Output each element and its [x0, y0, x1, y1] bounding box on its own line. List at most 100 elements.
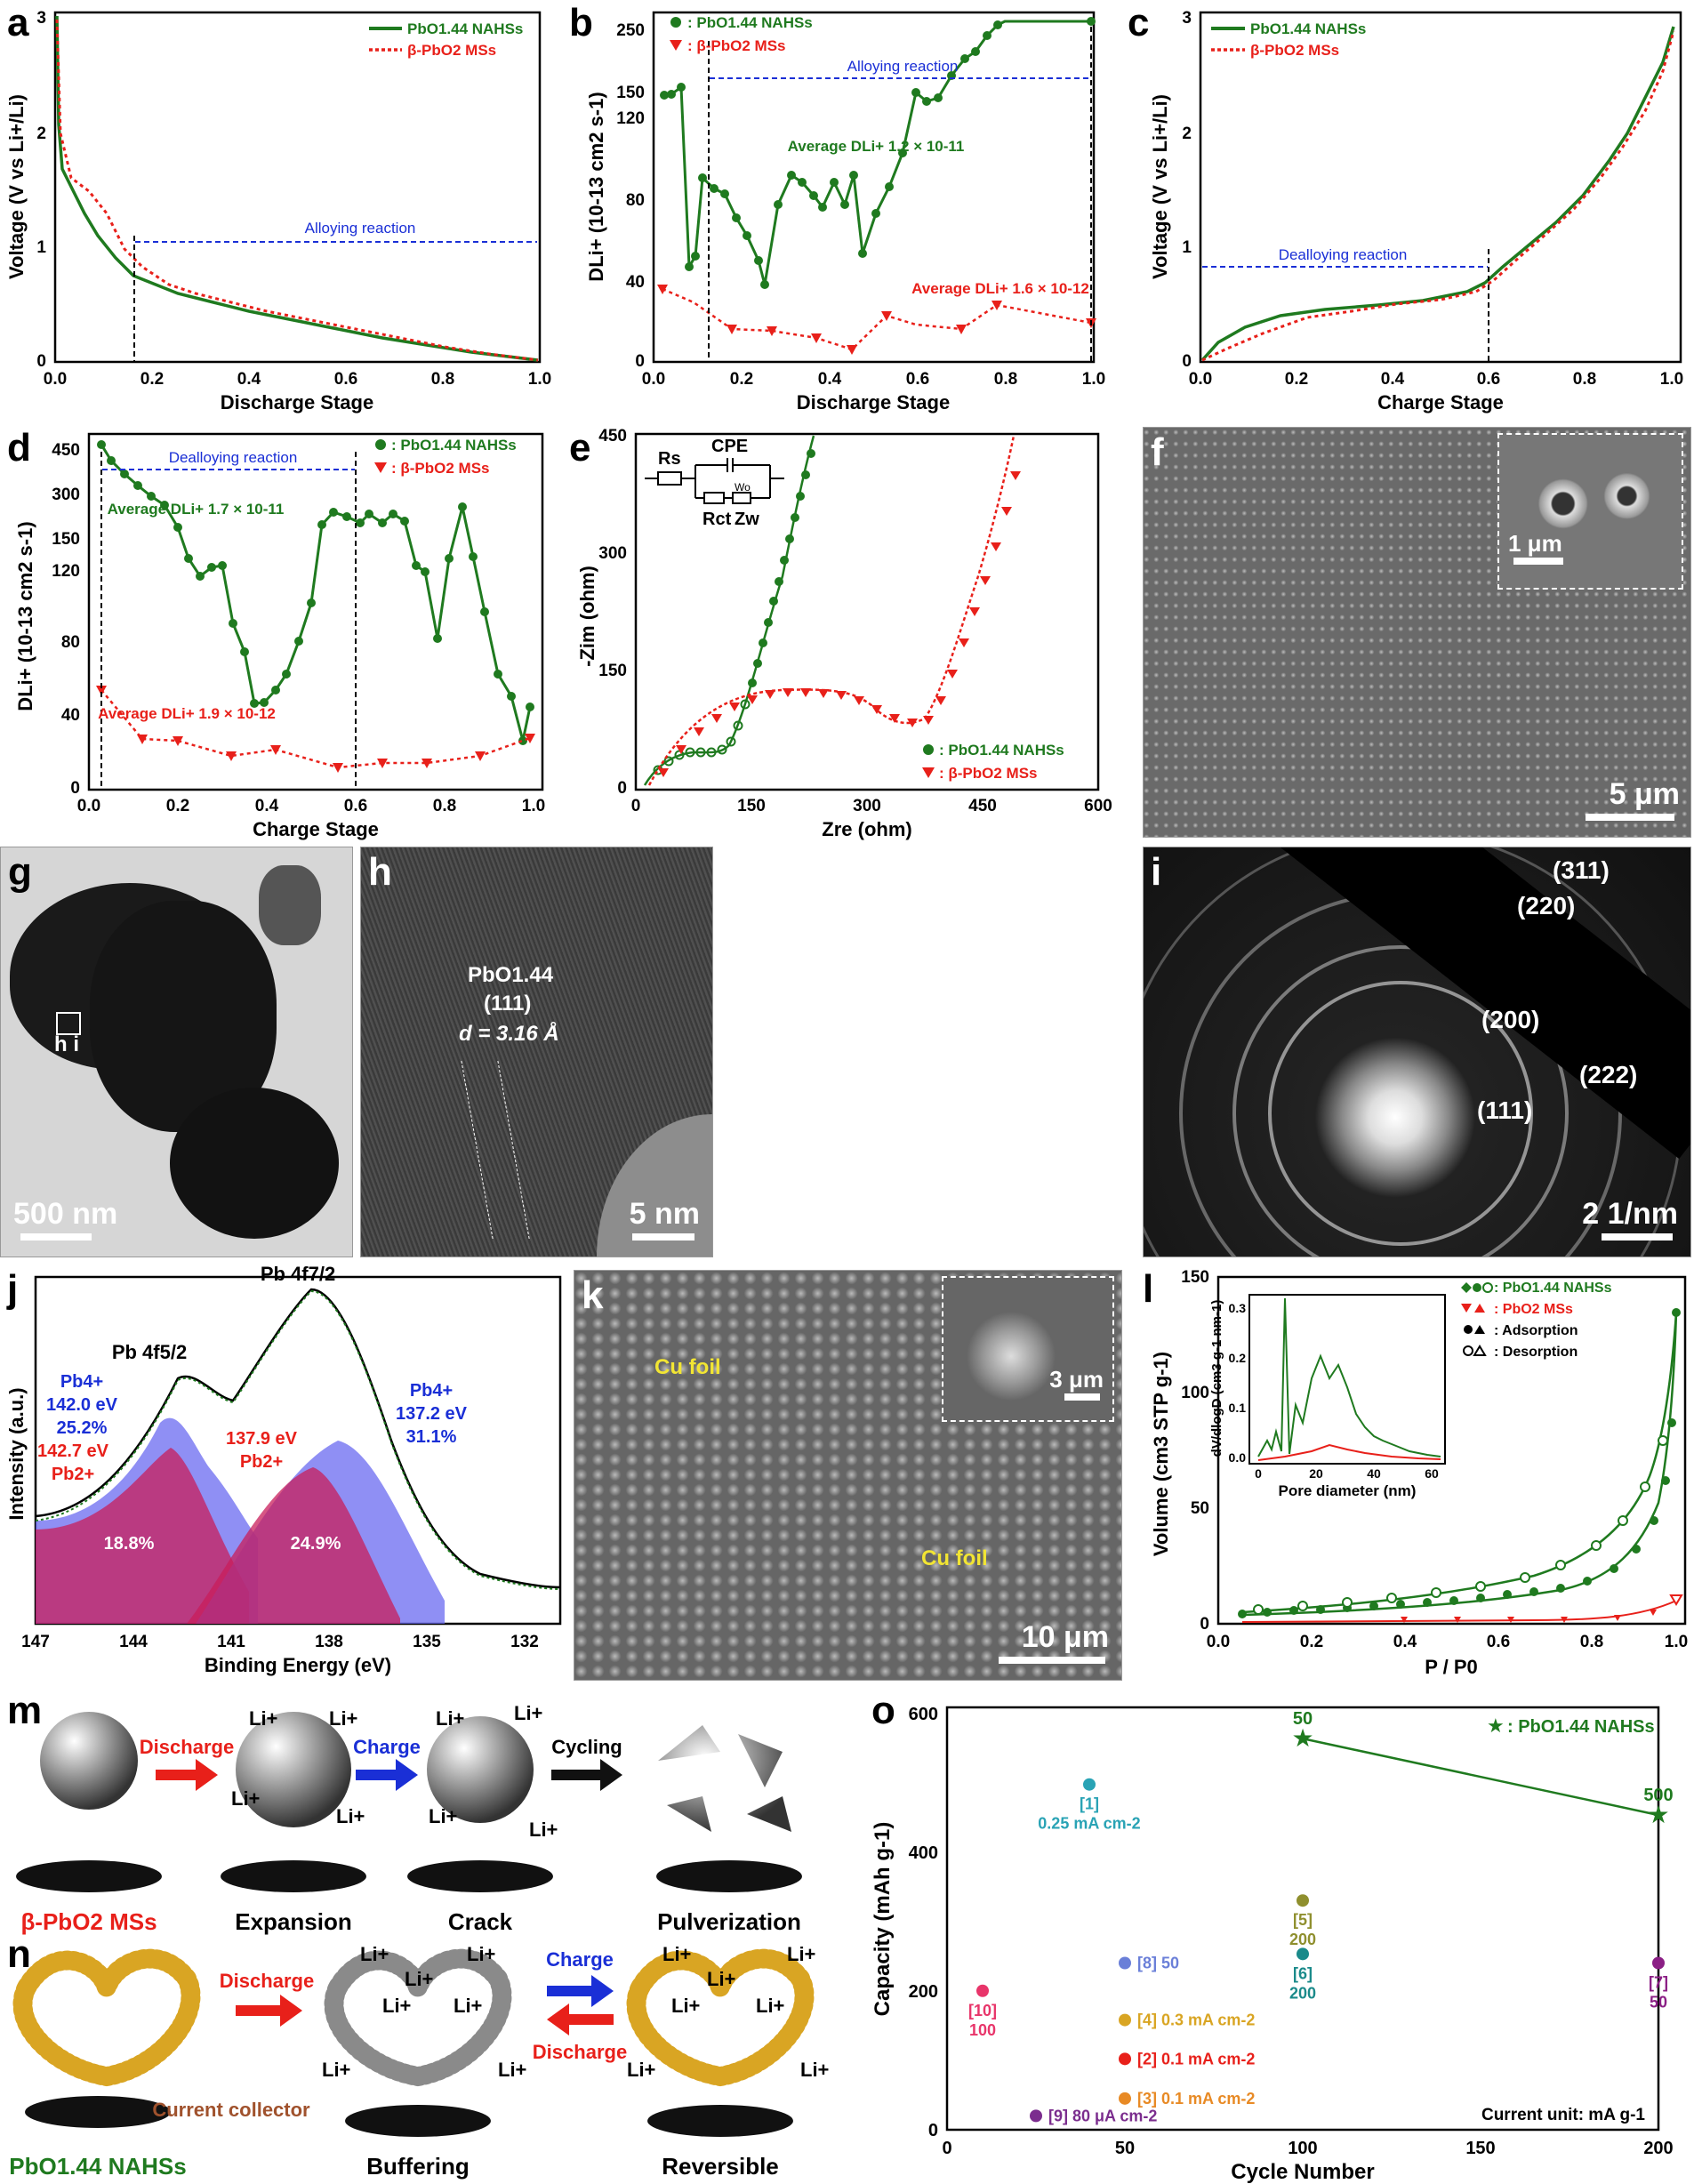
- nahss-star-point: ★: [1647, 1801, 1669, 1828]
- svg-text:Li+: Li+: [627, 2059, 655, 2081]
- svg-text:Li+: Li+: [436, 1707, 464, 1730]
- scalebar-h: 5 nm: [629, 1197, 700, 1231]
- svg-text:Li+: Li+: [662, 1943, 691, 1965]
- panel-d-chart: 0.0 0.2 0.4 0.6 0.8 1.0 0 40 80 120 150 …: [14, 432, 545, 840]
- inset-scalebar-f: 1 μm: [1508, 530, 1562, 557]
- svg-text:120: 120: [616, 109, 645, 128]
- svg-text:Li+: Li+: [329, 1707, 357, 1730]
- svg-text:138: 138: [315, 1633, 343, 1651]
- svg-text:Li+: Li+: [231, 1787, 260, 1810]
- svg-text:0.8: 0.8: [994, 370, 1017, 389]
- svg-text:0.2: 0.2: [166, 797, 189, 815]
- tick: 0.6: [334, 370, 357, 389]
- svg-text:0: 0: [1182, 352, 1192, 371]
- panel-o-chart: 0 50 100 150 200 0 200 400 600 Cycle Num…: [871, 1705, 1674, 2184]
- svg-text:400: 400: [909, 1843, 938, 1863]
- svg-text:0: 0: [1255, 1466, 1262, 1481]
- svg-text:0.3: 0.3: [1229, 1301, 1247, 1315]
- svg-text:Dealloying reaction: Dealloying reaction: [169, 449, 298, 466]
- svg-text:: β-PbO2 MSs: : β-PbO2 MSs: [391, 460, 490, 477]
- svg-text:Li+: Li+: [498, 2059, 526, 2081]
- svg-text:Pb2+: Pb2+: [240, 1452, 283, 1472]
- svg-text:0: 0: [70, 779, 80, 798]
- svg-text:Average DLi+ 1.9 × 10-12: Average DLi+ 1.9 × 10-12: [98, 705, 276, 722]
- svg-text:80: 80: [626, 191, 645, 210]
- nahss-point-label: 50: [1293, 1709, 1313, 1729]
- svg-text:Pb4+: Pb4+: [410, 1381, 453, 1401]
- svg-text:Reversible: Reversible: [662, 2153, 779, 2180]
- literature-point: [1119, 1956, 1131, 1970]
- svg-text:Average DLi+ 1.2 × 10-11: Average DLi+ 1.2 × 10-11: [788, 138, 965, 155]
- svg-text:150: 150: [616, 84, 645, 102]
- panel-n-schematic: Discharge Charge Discharge Li+ Li+ Li+ L…: [9, 1943, 829, 2180]
- svg-text:Discharge: Discharge: [533, 2041, 627, 2063]
- svg-text:3: 3: [1182, 9, 1192, 28]
- panel-l-label: l: [1143, 1267, 1154, 1311]
- panel-f-label: f: [1151, 430, 1164, 474]
- svg-text:Li+: Li+: [529, 1819, 558, 1841]
- svg-text:137.9 eV: 137.9 eV: [226, 1429, 298, 1449]
- svg-text:β-PbO2 MSs: β-PbO2 MSs: [1250, 42, 1339, 59]
- svg-text:PbO1.44 NAHSs: PbO1.44 NAHSs: [9, 2153, 186, 2180]
- svg-text:31.1%: 31.1%: [406, 1427, 457, 1447]
- svg-text:40: 40: [61, 706, 80, 725]
- panel-m-label: m: [7, 1689, 43, 1732]
- panel-d-label: d: [7, 426, 31, 470]
- svg-text:60: 60: [1425, 1466, 1439, 1481]
- svg-text:1.0: 1.0: [1660, 370, 1683, 389]
- svg-text:: Adsorption: : Adsorption: [1494, 1323, 1578, 1338]
- svg-text:Li+: Li+: [360, 1943, 389, 1965]
- literature-point-note: 0.25 mA cm-2: [1038, 1815, 1140, 1833]
- svg-text:Li+: Li+: [249, 1707, 277, 1730]
- svg-text:dV/dlogD (cm3 g-1 nm-1): dV/dlogD (cm3 g-1 nm-1): [1209, 1300, 1224, 1457]
- svg-text:144: 144: [119, 1633, 148, 1651]
- svg-text:0.2: 0.2: [1285, 370, 1308, 389]
- svg-text:Average DLi+ 1.7 × 10-11: Average DLi+ 1.7 × 10-11: [108, 501, 285, 518]
- svg-text:Average DLi+ 1.6 × 10-12: Average DLi+ 1.6 × 10-12: [911, 280, 1089, 297]
- svg-text:: β-PbO2 MSs: : β-PbO2 MSs: [939, 765, 1038, 782]
- svg-text:★: ★: [1487, 1714, 1505, 1737]
- svg-text:450: 450: [52, 441, 80, 460]
- literature-point-note: 200: [1289, 1931, 1316, 1948]
- svg-text:Li+: Li+: [454, 1995, 482, 2017]
- sem-image-f: f 1 μm 5 μm: [1143, 427, 1691, 838]
- svg-text:Current unit: mA g-1: Current unit: mA g-1: [1481, 2106, 1645, 2124]
- svg-text:0.0: 0.0: [1229, 1450, 1247, 1465]
- svg-text:Voltage (V vs Li+/Li): Voltage (V vs Li+/Li): [1149, 94, 1171, 279]
- tick: 0.2: [140, 370, 164, 389]
- svg-text:Li+: Li+: [467, 1943, 495, 1965]
- legend-ms: β-PbO2 MSs: [407, 42, 496, 59]
- svg-text:0.2: 0.2: [1300, 1633, 1323, 1651]
- literature-point-label: [7]: [1649, 1974, 1668, 1992]
- svg-text:: PbO1.44 NAHSs: : PbO1.44 NAHSs: [687, 14, 813, 31]
- svg-text:137.2 eV: 137.2 eV: [396, 1404, 468, 1424]
- svg-text:Binding Energy (eV): Binding Energy (eV): [205, 1654, 391, 1676]
- svg-text:0: 0: [617, 779, 627, 798]
- svg-text:600: 600: [909, 1705, 938, 1724]
- svg-text:150: 150: [52, 530, 80, 549]
- svg-text:0.4: 0.4: [818, 370, 842, 389]
- svg-text:18.8%: 18.8%: [104, 1534, 155, 1554]
- svg-text:600: 600: [1084, 797, 1112, 815]
- svg-text:1: 1: [1182, 238, 1192, 257]
- panel-e-label: e: [569, 426, 591, 470]
- svg-text:Intensity (a.u.): Intensity (a.u.): [5, 1387, 28, 1520]
- panel-a-label: a: [7, 1, 29, 44]
- svg-text:PbO1.44 NAHSs: PbO1.44 NAHSs: [1250, 20, 1366, 37]
- nahss-star-point: ★: [1291, 1724, 1313, 1752]
- svg-text:450: 450: [598, 427, 627, 446]
- svg-text:Charge: Charge: [546, 1948, 614, 1971]
- panel-l-chart: 0.0 0.2 0.4 0.6 0.8 1.0 0 50 100 150 P /…: [1150, 1268, 1688, 1678]
- literature-point: [1297, 1947, 1309, 1961]
- literature-point-label: [5]: [1293, 1911, 1313, 1929]
- y-axis-label: Capacity (mAh g-1): [871, 1822, 895, 2017]
- svg-text:20: 20: [1309, 1466, 1323, 1481]
- svg-text:β-PbO2 MSs: β-PbO2 MSs: [20, 1908, 157, 1935]
- literature-point: [1119, 2092, 1131, 2105]
- panel-a-chart: 0.0 0.2 0.4 0.6 0.8 1.0 0 1 2 3 Discharg…: [5, 9, 551, 414]
- literature-point-note: 100: [969, 2021, 996, 2039]
- legend-nahss: PbO1.44 NAHSs: [407, 20, 523, 37]
- svg-text:300: 300: [52, 486, 80, 504]
- svg-text:Zw: Zw: [735, 510, 759, 529]
- svg-text:DLi+ (10-13 cm2 s-1): DLi+ (10-13 cm2 s-1): [14, 521, 36, 711]
